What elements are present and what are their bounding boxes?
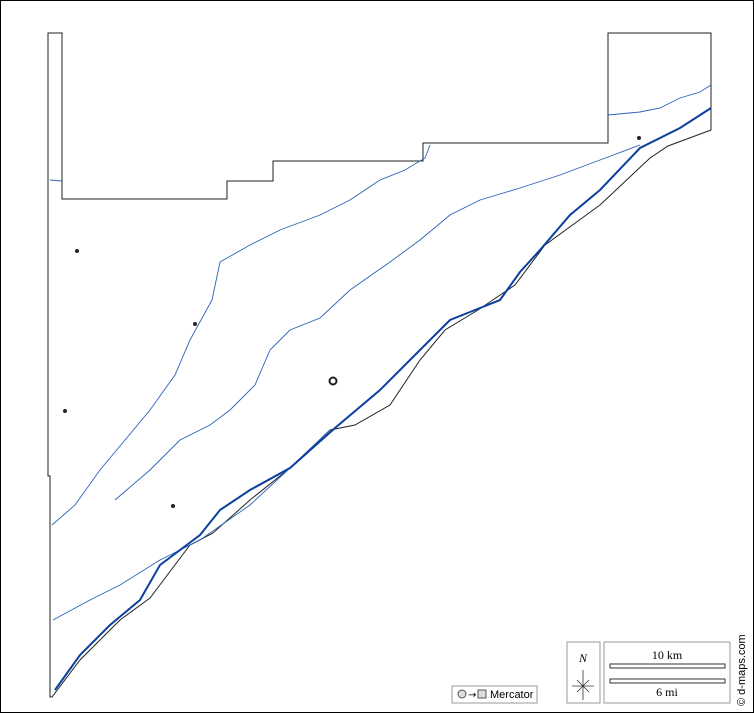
town	[75, 249, 79, 253]
main-river	[54, 107, 712, 691]
map-icon	[477, 689, 487, 699]
credit: © d-maps.com	[736, 634, 748, 706]
scale-bar	[609, 663, 726, 669]
river	[607, 84, 712, 116]
scale-box	[603, 641, 731, 704]
river	[51, 144, 431, 526]
compass-box	[566, 641, 601, 704]
scale-bar	[609, 678, 726, 684]
river	[49, 179, 63, 182]
boundary	[47, 32, 712, 698]
compass-label: N	[578, 651, 588, 665]
town	[63, 409, 67, 413]
globe-icon	[457, 689, 467, 699]
town	[637, 136, 641, 140]
projection: Mercator	[490, 689, 534, 701]
scale-mi: 6 mi	[656, 685, 678, 699]
projection-box	[451, 685, 538, 704]
capital	[328, 376, 338, 386]
river	[114, 144, 641, 501]
towns	[63, 136, 641, 508]
compass-rose	[572, 670, 594, 700]
scale-km: 10 km	[652, 648, 683, 662]
town	[193, 322, 197, 326]
arrow: →	[468, 690, 476, 701]
town	[171, 504, 175, 508]
